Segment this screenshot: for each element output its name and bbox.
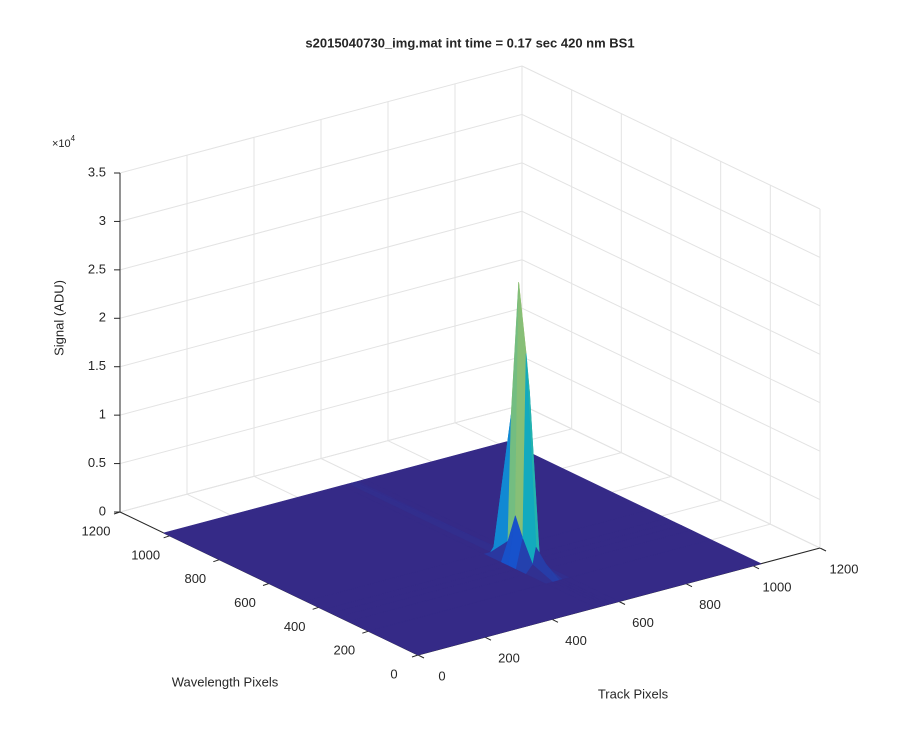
y-tick: [213, 559, 220, 563]
y-tick-label: 200: [333, 643, 355, 658]
grid-line: [119, 259, 523, 368]
y-tick-label: 1000: [131, 547, 160, 562]
z-exponent-power: 4: [71, 134, 76, 143]
x-tick-label: 400: [565, 633, 587, 648]
grid-line: [521, 259, 821, 404]
grid-line: [119, 162, 523, 271]
chart-title: s2015040730_img.mat int time = 0.17 sec …: [305, 35, 634, 50]
z-exponent-base: ×10: [52, 138, 71, 150]
y-tick-label: 600: [234, 595, 256, 610]
x-tick: [685, 583, 693, 588]
y-axis-label: Wavelength Pixels: [172, 674, 279, 689]
z-tick-label: 1.5: [88, 358, 106, 373]
y-tick-label: 1200: [82, 523, 111, 538]
z-exponent: ×104: [52, 134, 76, 150]
z-tick-label: 3: [99, 213, 106, 228]
x-tick-label: 200: [498, 651, 520, 666]
x-tick-label: 800: [699, 597, 721, 612]
y-tick-label: 800: [184, 571, 206, 586]
grid-line: [119, 404, 523, 513]
grid-line: [119, 113, 523, 222]
z-tick-label: 2: [99, 310, 106, 325]
z-tick-label: 0.5: [88, 455, 106, 470]
grid-line: [521, 65, 821, 210]
x-tick-label: 1000: [763, 579, 792, 594]
grid-line: [521, 162, 821, 307]
y-tick-label: 0: [390, 666, 397, 681]
z-tick-label: 3.5: [88, 164, 106, 179]
grid-line: [119, 210, 523, 319]
x-tick-label: 1200: [830, 561, 859, 576]
x-tick: [417, 654, 425, 659]
y-tick: [163, 535, 170, 539]
x-tick: [484, 636, 492, 641]
x-tick: [752, 565, 760, 570]
grid-line: [521, 356, 821, 501]
grid-line: [521, 404, 821, 549]
y-tick: [362, 630, 369, 634]
grid-line: [521, 113, 821, 258]
surface-cell: [368, 583, 596, 656]
z-tick-label: 1: [99, 407, 106, 422]
x-tick: [618, 601, 626, 605]
grid-line: [521, 210, 821, 355]
x-tick: [551, 618, 559, 623]
x-tick: [819, 547, 827, 552]
z-tick-label: 2.5: [88, 261, 106, 276]
x-axis-label: Track Pixels: [598, 686, 669, 701]
grid-line: [119, 65, 523, 174]
y-tick: [411, 654, 419, 658]
grid-line: [521, 307, 821, 452]
y-tick-label: 400: [284, 619, 306, 634]
z-axis-label: Signal (ADU): [51, 280, 66, 356]
z-tick-label: 0: [99, 503, 106, 518]
x-tick-label: 600: [632, 615, 654, 630]
grid-line: [119, 356, 523, 465]
y-tick: [262, 583, 270, 586]
grid-line: [119, 307, 523, 416]
x-tick-label: 0: [438, 668, 445, 683]
y-tick: [312, 606, 319, 610]
